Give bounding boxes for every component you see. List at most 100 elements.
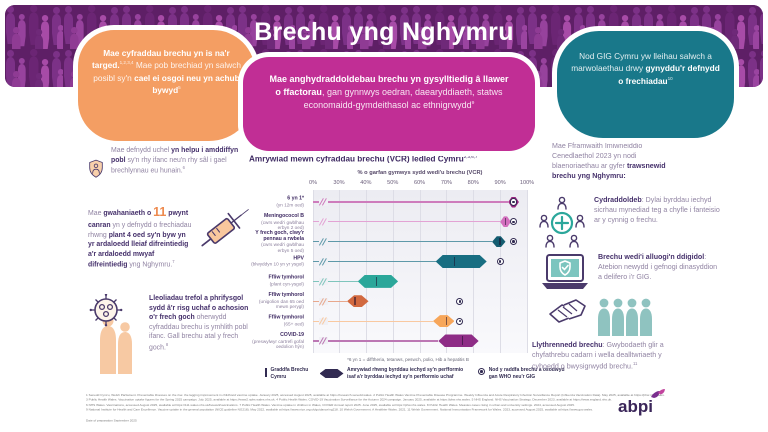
item1-regular: : Dylai byrddau iechyd sicrhau mynediad … bbox=[594, 196, 720, 224]
item3-bold: Llythrennedd brechu bbox=[532, 341, 603, 349]
laptop-shield-icon bbox=[542, 254, 588, 289]
fact2-bold-3: plant 4 oed sy'n byw yn yr ardaloedd lle… bbox=[88, 231, 189, 269]
reference-superscript: 7 bbox=[172, 259, 175, 265]
priority-literacy-text: Llythrennedd brechu: Gwybodaeth glir a c… bbox=[532, 341, 678, 372]
item2-regular: : Atebion newydd i gefnogi dinasyddion a… bbox=[598, 253, 718, 281]
fact2-bold-2: pwynt canran bbox=[88, 210, 189, 230]
priority-equity: Cydraddoldeb: Dylai byrddau iechyd sicrh… bbox=[538, 196, 720, 250]
reference-line: 1 Senedd Cymru, Welsh Parliament. Preven… bbox=[86, 393, 665, 398]
shield-person-icon bbox=[89, 159, 103, 178]
chart-row-label: Meningococol B (cwrs wedi'i gwblhau erbyn… bbox=[261, 212, 304, 230]
callout-left-text: Mae cyfraddau brechu yn is na'r targed.1… bbox=[90, 47, 243, 97]
chart-row-label: Ffliw tymhorol (65+ oed) bbox=[268, 314, 304, 327]
callout-right-text: Nod GIG Cymru yw lleihau salwch a marwol… bbox=[571, 50, 720, 87]
reference-line: 9 National Institute for Health and Care… bbox=[86, 408, 593, 412]
legend-item: Nod y raddfa brechu a osodwyd gan WHO ne… bbox=[478, 367, 571, 380]
chart-ticks: 0% 30% 40% 50% 60% 70% 80% 90% 100% bbox=[308, 180, 535, 186]
reference-superscript: 6 bbox=[182, 165, 185, 171]
chart-row-label: Ffliw tymhorol (plant cyn-ysgol) bbox=[268, 274, 304, 287]
reference-superscript: 2,3,6,7 bbox=[463, 154, 478, 159]
fact2-regular-2: yn y defnydd o frechiadau rhwng bbox=[88, 222, 192, 239]
callout-nhs-wales-aim: Nod GIG Cymru yw lleihau salwch a marwol… bbox=[557, 31, 734, 138]
reference-superscript: 10 bbox=[667, 76, 673, 82]
syringe-icon bbox=[201, 209, 249, 247]
callout-center-text: Mae anghydraddoldebau brechu yn gysyllti… bbox=[267, 73, 511, 112]
fact-deprivation-gap-text: Mae gwahaniaeth o 11 pwynt canran yn y d… bbox=[88, 204, 250, 270]
callout-right-regular: Nod GIG Cymru yw lleihau salwch a marwol… bbox=[571, 51, 712, 74]
callout-left-regular: Mae pob brechiad yn salwch posibl sy'n bbox=[93, 60, 242, 83]
who-target-marker bbox=[496, 257, 504, 266]
fact-measles-risk: Lleoliadau trefol a phrifysgol sydd â'r … bbox=[86, 294, 250, 376]
reference-superscript: 8 bbox=[165, 341, 169, 347]
who-target-marker bbox=[456, 297, 464, 305]
abpi-logo: abpi bbox=[617, 386, 671, 423]
fact2-bold-1: gwahaniaeth o bbox=[103, 210, 154, 217]
fact1-regular-2: sy'n rhy ifanc neu'n rhy sâl i gael brec… bbox=[111, 156, 227, 175]
fact2-regular-1: Mae bbox=[88, 210, 104, 217]
chart-row-label: Ffliw tymhorol (unigolion dan 65 oed mewn… bbox=[258, 292, 304, 310]
reference-superscript: 1,2,3,4 bbox=[119, 60, 134, 66]
reference-superscript: 5 bbox=[178, 85, 181, 91]
intro-bold: trawsnewid brechu yng Nghymru: bbox=[552, 161, 666, 180]
date-of-preparation: Date of preparation September 2025 bbox=[86, 419, 486, 425]
callout-center-bold: Mae anghydraddoldebau brechu yn gysyllti… bbox=[269, 74, 509, 98]
references: 1 Senedd Cymru, Welsh Parliament. Preven… bbox=[86, 393, 706, 427]
chart-axis-label: % o garfan gymwys sydd wedi'u brechu (VC… bbox=[357, 170, 483, 176]
page-title: Brechu yng Nghymru bbox=[254, 18, 514, 46]
priority-digital-text: Brechu wedi'i alluogi'n ddigidol: Atebio… bbox=[598, 253, 722, 283]
fact1-regular-1: Mae defnydd uchel bbox=[111, 147, 172, 154]
fact3-regular: oherwydd cyfraddau brechu is ymhlith pob… bbox=[149, 314, 248, 351]
callout-left-bold-2: cael ei osgoi neu yn achub bywyd bbox=[134, 72, 240, 96]
fact-herd-protection: Mae defnydd uchel yn helpu i amddiffyn p… bbox=[88, 146, 246, 192]
fact1-bold: yn helpu i amddiffyn pobl bbox=[111, 147, 239, 164]
chart-plot bbox=[313, 190, 528, 353]
fact3-bold: Lleoliadau trefol a phrifysgol sydd â'r … bbox=[149, 295, 249, 322]
range-hexagon bbox=[492, 236, 505, 247]
reference-line: 6 NHS Wales. Vaccinations, accessed Augu… bbox=[86, 403, 575, 407]
abpi-logo-text: abpi bbox=[618, 397, 653, 416]
callout-left-bold-1: Mae cyfraddau brechu yn is na'r targed. bbox=[91, 48, 230, 71]
target-dot-legend-symbol bbox=[478, 368, 486, 376]
item1-bold: Cydraddoldeb bbox=[594, 196, 642, 204]
range-hexagon bbox=[433, 315, 454, 327]
callout-inequalities: Mae anghydraddoldebau brechu yn gysyllti… bbox=[243, 57, 535, 151]
chart-row-label: Y frech goch, clwy'r pennau a rwbela (cwr… bbox=[255, 229, 304, 253]
chart-row-label: COVID-19 (preswylwyr cartrefi gofal oedol… bbox=[252, 331, 304, 349]
fact-herd-protection-text: Mae defnydd uchel yn helpu i amddiffyn p… bbox=[111, 146, 246, 176]
priority-literacy: Llythrennedd brechu: Gwybodaeth glir a c… bbox=[532, 296, 678, 372]
reference-superscript: 9 bbox=[471, 101, 475, 107]
intro-regular: Mae Fframwaith Imiwneiddio Cenedlaethol … bbox=[552, 142, 643, 170]
fact2-number: 11 bbox=[153, 205, 167, 219]
chart-legend: Graddfa Brechu Cymru Amrywiad rhwng byrdd… bbox=[265, 367, 571, 380]
range-hexagon bbox=[347, 295, 368, 307]
references-text: 1 Senedd Cymru, Welsh Parliament. Preven… bbox=[86, 393, 701, 412]
who-target-marker bbox=[509, 238, 518, 246]
legend-item: Graddfa Brechu Cymru bbox=[265, 367, 309, 380]
reference-superscript: 11 bbox=[632, 360, 638, 366]
who-target-marker bbox=[456, 317, 464, 325]
range-hexagon bbox=[358, 275, 398, 288]
priority-digital: Brechu wedi'i alluogi'n ddigidol: Atebio… bbox=[540, 253, 722, 293]
date-of-preparation-text: Date of preparation September 2025 bbox=[86, 419, 137, 423]
callout-vaccination-rates: Mae cyfraddau brechu yn is na'r targed.1… bbox=[78, 30, 255, 141]
line-legend-symbol bbox=[265, 368, 267, 377]
item3-regular: : Gwybodaeth glir a chyfathrebu cadarn i… bbox=[532, 341, 664, 371]
chart-footnote: *6 yn 1 = difftheria, tetanws, peswch, p… bbox=[347, 357, 469, 362]
range-hex-legend-symbol bbox=[320, 369, 344, 378]
priority-equity-text: Cydraddoldeb: Dylai byrddau iechyd sicrh… bbox=[594, 196, 720, 226]
framework-intro: Mae Fframwaith Imiwneiddio Cenedlaethol … bbox=[552, 142, 670, 182]
fact2-regular-3: yng Nghymru. bbox=[127, 261, 173, 269]
who-target-marker bbox=[509, 218, 518, 226]
reference-line: 3 Public Health Wales. Vaccination uptak… bbox=[86, 398, 612, 402]
legend-item: Amrywiad rhwng byrddau iechyd sy'n perff… bbox=[320, 367, 468, 380]
handshake-people-icon bbox=[549, 298, 652, 336]
chart-row-label: HPV (blwyddyn 10 yn yr ysgol) bbox=[251, 255, 304, 267]
chart-title-text: Amrywiad mewn cyfraddau brechu (VCR) led… bbox=[249, 154, 464, 164]
item2-bold: Brechu wedi'i alluogi'n ddigidol bbox=[598, 253, 705, 261]
who-target-marker bbox=[509, 198, 518, 206]
equity-access-icon bbox=[539, 196, 585, 248]
range-hexagon bbox=[438, 334, 478, 347]
range-hexagon bbox=[436, 255, 487, 268]
measles-virus-people-icon bbox=[89, 294, 132, 374]
